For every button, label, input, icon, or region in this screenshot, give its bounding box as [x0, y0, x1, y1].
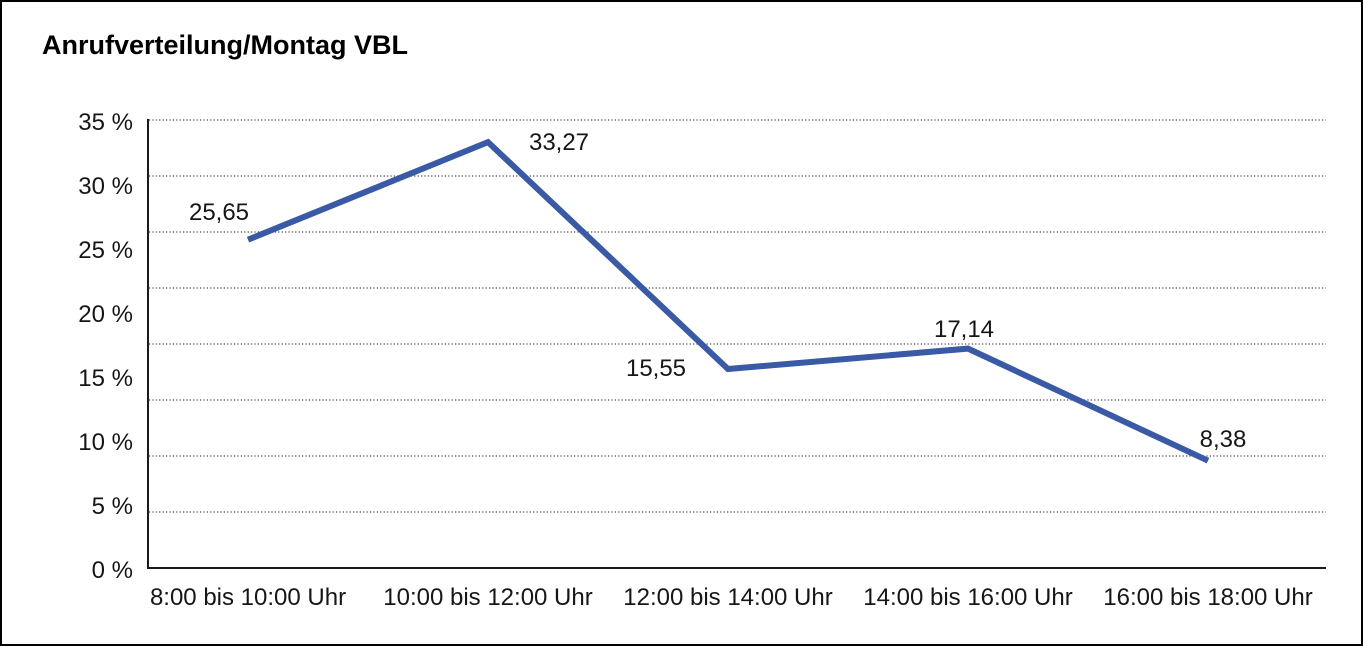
point-value-label: 15,55: [626, 355, 686, 382]
y-tick-label: 5 %: [92, 493, 133, 520]
x-category-label: 8:00 bis 10:00 Uhr: [150, 584, 346, 611]
point-value-labels-group: 25,65 33,27 15,55 17,14 8,38: [189, 129, 1246, 453]
gridlines-group: [149, 119, 1326, 513]
point-value-label: 8,38: [1200, 426, 1247, 453]
point-value-label: 25,65: [189, 199, 249, 226]
chart-title: Anrufverteilung/Montag VBL: [42, 30, 408, 60]
y-tick-labels-group: 35 % 30 % 25 % 20 % 15 % 10 % 5 % 0 %: [78, 109, 133, 584]
x-category-label: 14:00 bis 16:00 Uhr: [863, 584, 1072, 611]
y-tick-label: 15 %: [78, 365, 133, 392]
y-tick-label: 20 %: [78, 301, 133, 328]
y-tick-label: 30 %: [78, 173, 133, 200]
point-value-label: 17,14: [934, 316, 994, 343]
data-series-line: [246, 138, 1210, 464]
x-category-label: 16:00 bis 18:00 Uhr: [1103, 584, 1312, 611]
x-category-labels-group: 8:00 bis 10:00 Uhr 10:00 bis 12:00 Uhr 12:…: [150, 584, 1313, 611]
point-value-label: 33,27: [529, 129, 589, 156]
x-category-label: 10:00 bis 12:00 Uhr: [383, 584, 592, 611]
y-tick-label: 0 %: [92, 557, 133, 584]
y-tick-label: 25 %: [78, 237, 133, 264]
y-tick-label: 10 %: [78, 429, 133, 456]
x-category-label: 12:00 bis 14:00 Uhr: [623, 584, 832, 611]
y-tick-label: 35 %: [78, 109, 133, 136]
